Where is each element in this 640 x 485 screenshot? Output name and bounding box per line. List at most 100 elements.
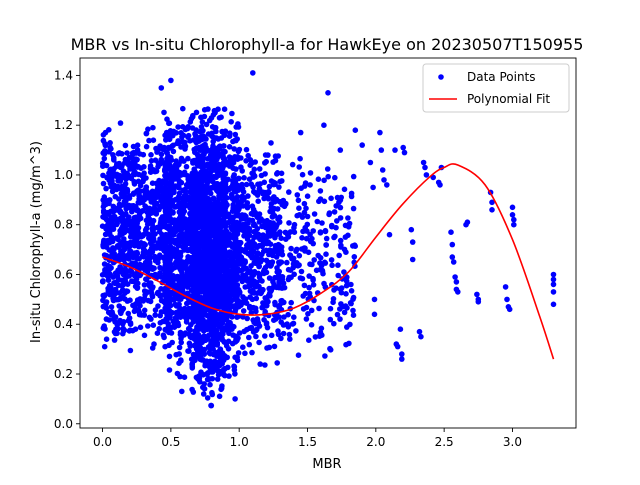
data-point [408,226,415,233]
data-point [241,264,247,270]
data-point [234,282,241,288]
data-point [331,209,338,215]
data-point [449,241,456,248]
data-point [129,165,136,172]
data-point [100,163,106,169]
data-point [236,330,243,336]
data-point [173,203,180,210]
data-point [170,219,177,225]
data-point [254,290,261,297]
data-point [326,210,333,216]
data-point [193,109,200,116]
data-point [204,326,211,333]
data-point [191,202,197,208]
y-axis-label: In-situ Chlorophyll-a (mg/m^3) [29,141,44,343]
data-point [278,244,285,250]
legend: Data Points Polynomial Fit [422,63,570,113]
data-point [207,255,214,262]
data-point [209,375,216,382]
data-point [338,289,345,296]
data-point [107,144,113,151]
data-point [416,328,423,335]
data-point [212,124,219,131]
data-point [189,170,196,177]
data-point [184,280,190,287]
data-point [218,385,225,392]
data-point [231,146,237,152]
data-point [276,214,283,220]
data-point [110,184,117,191]
data-point [120,325,126,332]
data-point [158,85,165,91]
data-point [111,329,118,335]
y-tick-label: 1.4 [54,68,73,82]
data-point [265,188,272,195]
data-point [111,213,118,220]
data-point [125,174,132,181]
data-point [184,228,190,234]
data-point [319,268,326,274]
data-point [130,203,136,209]
data-point [221,261,228,267]
data-point [252,260,259,267]
data-point [232,131,239,138]
data-point [110,235,116,242]
data-point [204,198,211,204]
data-point [165,163,171,169]
data-point [193,374,200,381]
data-point [304,221,311,228]
data-point [122,266,129,273]
data-point [226,144,233,150]
data-point [334,311,341,318]
data-point [136,309,143,316]
data-point [309,235,315,242]
data-point [178,201,185,208]
data-point [209,130,215,137]
data-point [143,143,150,150]
data-point [101,155,108,162]
data-point [304,193,311,199]
data-point [195,282,202,288]
data-point [300,306,307,312]
data-point [222,282,228,289]
data-point [159,292,165,299]
data-point [240,298,247,304]
data-point [221,339,228,346]
data-point [149,189,155,196]
data-point [110,223,117,229]
data-point [343,278,350,284]
data-point [371,311,378,318]
data-point [203,250,209,257]
data-point [167,180,174,187]
data-point [253,295,260,302]
data-point [359,142,366,148]
data-point [235,175,242,182]
data-point [162,254,169,260]
data-point [202,223,208,229]
data-point [141,312,148,318]
data-point [100,208,107,214]
data-point [348,193,355,200]
data-point [219,329,226,335]
data-point [148,152,154,158]
data-point [152,312,158,318]
data-point [190,351,197,358]
data-point [335,272,342,279]
data-point [200,273,207,279]
data-point [148,245,155,252]
data-point [220,222,226,229]
data-point [166,353,173,360]
data-point [134,233,140,239]
data-point [232,253,239,259]
data-point [448,229,454,235]
data-point [208,402,214,409]
data-point [452,274,458,280]
data-point [212,150,218,156]
data-point [437,182,443,188]
data-point [146,206,152,213]
data-point [311,211,318,217]
data-point [175,296,182,302]
data-point [212,272,218,279]
data-point [216,393,223,400]
data-point [269,214,276,220]
